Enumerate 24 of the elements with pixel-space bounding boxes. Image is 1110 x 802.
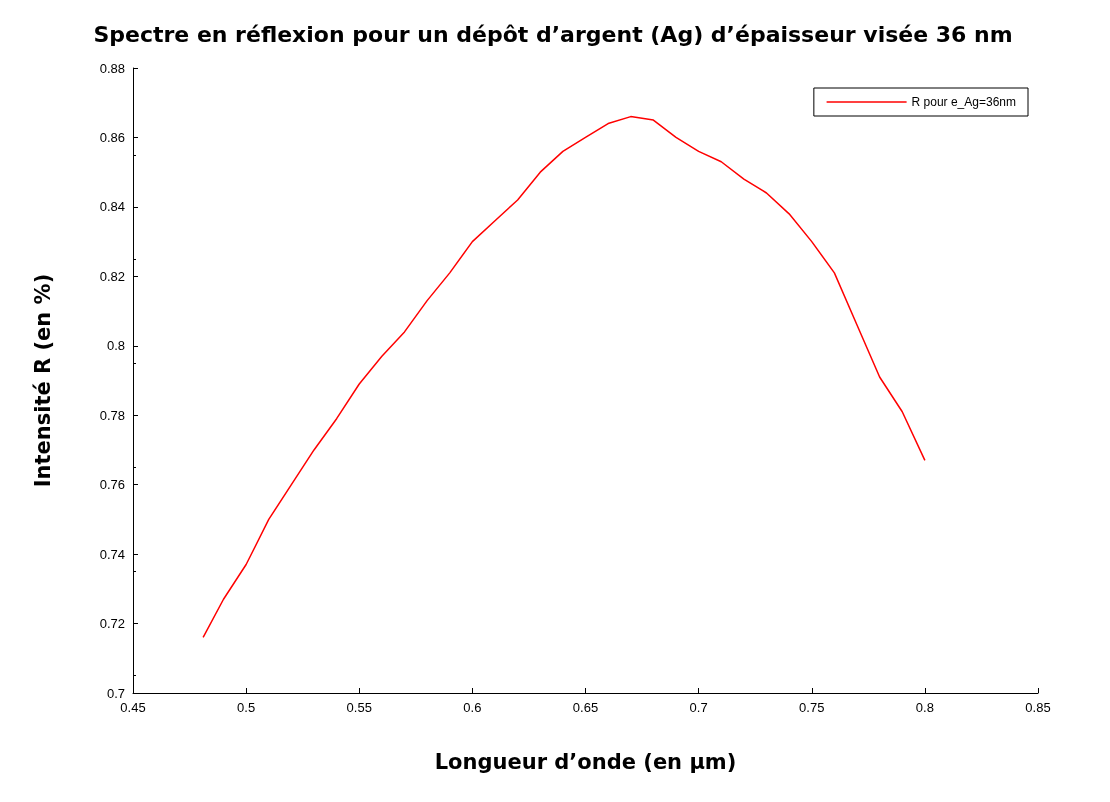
x-axis-title: Longueur d’onde (en µm) bbox=[434, 749, 737, 774]
x-tick-label: 0.7 bbox=[689, 700, 708, 715]
y-tick-label: 0.76 bbox=[99, 477, 125, 493]
y-axis-title: Intensité R (en %) bbox=[30, 273, 55, 488]
y-tick-label: 0.84 bbox=[99, 199, 125, 215]
y-tick-label: 0.88 bbox=[99, 60, 125, 76]
x-tick-label: 0.65 bbox=[572, 700, 599, 715]
x-tick-label: 0.85 bbox=[1025, 700, 1051, 715]
y-tick-label: 0.86 bbox=[99, 129, 125, 145]
x-tick-label: 0.5 bbox=[237, 700, 256, 715]
y-tick-label: 0.7 bbox=[106, 685, 125, 701]
x-tick-label: 0.8 bbox=[915, 700, 934, 715]
x-tick-label: 0.55 bbox=[346, 700, 372, 715]
y-tick-label: 0.8 bbox=[106, 338, 125, 354]
line-series bbox=[202, 115, 926, 639]
y-tick-label: 0.74 bbox=[99, 546, 125, 562]
y-tick-label: 0.72 bbox=[99, 616, 125, 632]
y-tick-label: 0.78 bbox=[99, 407, 125, 423]
x-tick-label: 0.6 bbox=[463, 700, 482, 715]
text: R pour e_Ag=36nm bbox=[911, 95, 1016, 109]
x-tick-label: 0.45 bbox=[120, 700, 146, 715]
chart-title: Spectre en réflexion pour un dépôt d’argent (Ag) d’épaisseur visée 36 nm bbox=[93, 21, 1013, 47]
x-tick-label: 0.75 bbox=[799, 700, 825, 715]
y-tick-label: 0.82 bbox=[99, 268, 125, 284]
